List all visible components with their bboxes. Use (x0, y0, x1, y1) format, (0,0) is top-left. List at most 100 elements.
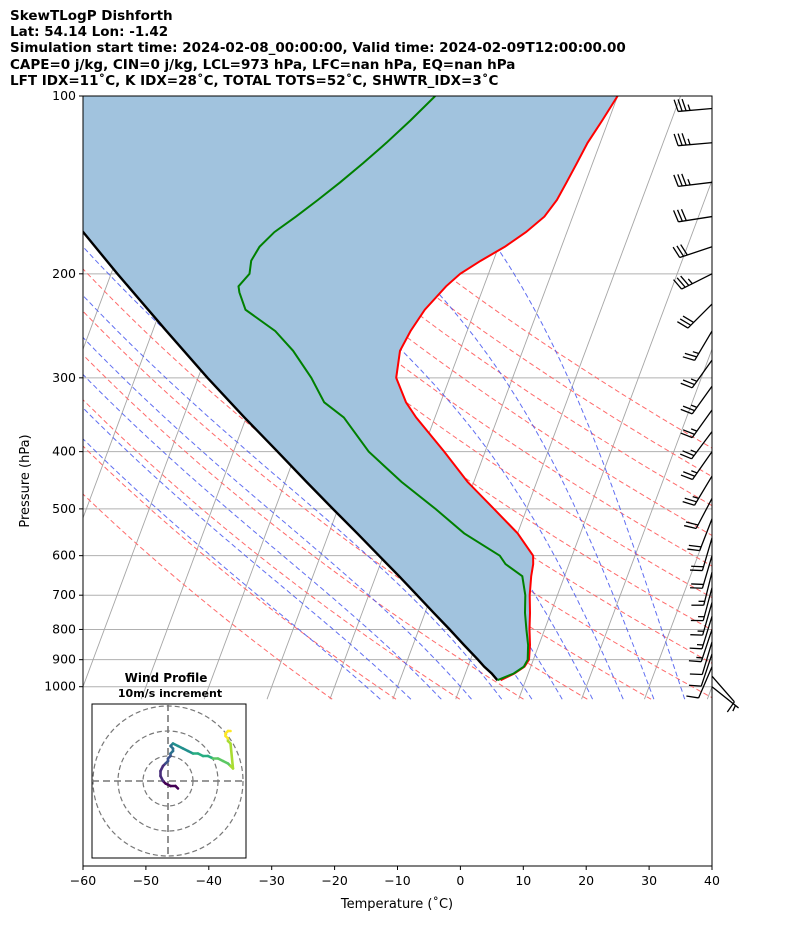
barb-half-flag (687, 178, 691, 186)
dewpoint-line (237, 96, 530, 682)
wind-barb (673, 173, 713, 188)
barb-half-flag (690, 449, 697, 454)
barb-flag (690, 587, 703, 589)
barb-staff (700, 653, 713, 687)
y-tick-label: 1000 (44, 679, 76, 694)
moist-adiabat (83, 294, 503, 700)
isotherm (581, 347, 712, 700)
x-tick-label: 20 (578, 873, 594, 888)
barb-flag (682, 315, 694, 323)
barb-half-flag (691, 470, 698, 474)
barb-flag (672, 210, 680, 223)
moist-adiabat (365, 96, 686, 700)
wind-barb (673, 98, 713, 113)
barb-staff (694, 330, 713, 361)
barb-flag (686, 695, 699, 699)
barb-staff (703, 572, 713, 606)
x-tick-label: 40 (704, 873, 720, 888)
barb-flag (676, 209, 683, 222)
barb-staff (695, 498, 713, 529)
barb-flag (687, 548, 700, 552)
moist-adiabat (137, 96, 624, 700)
wind-barb (680, 451, 713, 481)
barb-flag (688, 544, 702, 548)
barb-flag (677, 174, 683, 187)
isotherm (518, 179, 712, 700)
barb-flag (679, 453, 692, 460)
barb-flag (680, 244, 688, 256)
x-tick-label: 10 (515, 873, 531, 888)
barb-half-flag (690, 404, 698, 409)
axes: Temperature (˚C) Pressure (hPa) 10020030… (18, 88, 720, 912)
barb-staff (699, 518, 713, 551)
wind-barb (691, 572, 713, 606)
x-tick-label: −50 (133, 873, 159, 888)
convective-indices: CAPE=0 j/kg, CIN=0 j/kg, LCL=973 hPa, LF… (10, 56, 516, 73)
barb-staff (711, 675, 735, 703)
barb-staff (702, 587, 713, 621)
wind-barb (686, 666, 713, 699)
wind-barb (687, 518, 713, 552)
barb-flag (685, 521, 699, 526)
barb-flag (673, 133, 679, 146)
isotherm (706, 685, 712, 700)
x-tick-label: −10 (384, 873, 410, 888)
barb-flag (677, 99, 683, 112)
y-tick-label: 400 (52, 444, 76, 459)
y-tick-label: 200 (52, 266, 76, 281)
barb-flag (677, 133, 683, 146)
x-axis-label: Temperature (˚C) (340, 896, 453, 912)
barb-flag (676, 245, 685, 257)
barb-flag (689, 647, 703, 650)
wind-barb (673, 133, 713, 147)
hodograph-subtitle: 10m/s increment (118, 687, 222, 700)
moist-adiabat (83, 336, 472, 700)
sounding-profiles (83, 96, 619, 682)
x-tick-label: −60 (70, 873, 96, 888)
barb-flag (682, 450, 695, 457)
barb-flag (726, 701, 735, 713)
isotherm (0, 96, 52, 699)
barb-staff (702, 602, 713, 636)
x-tick-label: −20 (321, 873, 347, 888)
barb-flag (682, 429, 695, 435)
dry-adiabat (83, 354, 524, 700)
dry-adiabat (83, 109, 712, 599)
wind-barb (690, 537, 713, 572)
y-tick-label: 700 (52, 587, 76, 602)
barb-flag (691, 583, 704, 586)
wind-barb (689, 616, 713, 650)
wind-barb (690, 555, 713, 589)
barb-flag (673, 279, 683, 290)
simulation-times: Simulation start time: 2024-02-08_00:00:… (10, 40, 626, 57)
barb-flag (680, 408, 693, 415)
barb-flag (691, 565, 704, 568)
parcel-profile-line (83, 230, 499, 681)
barb-flag (680, 474, 693, 481)
wind-barbs (672, 98, 739, 713)
wind-barb (690, 602, 713, 636)
wind-barb (682, 475, 713, 506)
wind-barb (688, 653, 713, 687)
wind-barb (680, 359, 713, 389)
barb-flag (681, 173, 687, 186)
wind-barb (673, 273, 713, 290)
dry-adiabat (232, 96, 712, 449)
barb-staff (701, 537, 713, 571)
barb-staff (698, 666, 713, 699)
barb-staff (701, 641, 713, 675)
barb-flag (681, 133, 687, 146)
temperature-line (395, 96, 619, 682)
barb-flag (673, 174, 679, 187)
barb-half-flag (732, 705, 737, 712)
wind-barb (711, 686, 739, 712)
dry-adiabat (134, 96, 712, 537)
barb-flag (679, 318, 692, 326)
barb-half-flag (692, 351, 699, 355)
moist-adiabat (83, 407, 412, 700)
barb-staff (691, 359, 713, 389)
barb-staff (678, 181, 713, 188)
hodograph-title: Wind Profile (125, 671, 208, 685)
stability-indices: LFT IDX=11˚C, K IDX=28˚C, TOTAL TOTS=52˚… (10, 72, 499, 89)
barb-staff (679, 246, 713, 259)
